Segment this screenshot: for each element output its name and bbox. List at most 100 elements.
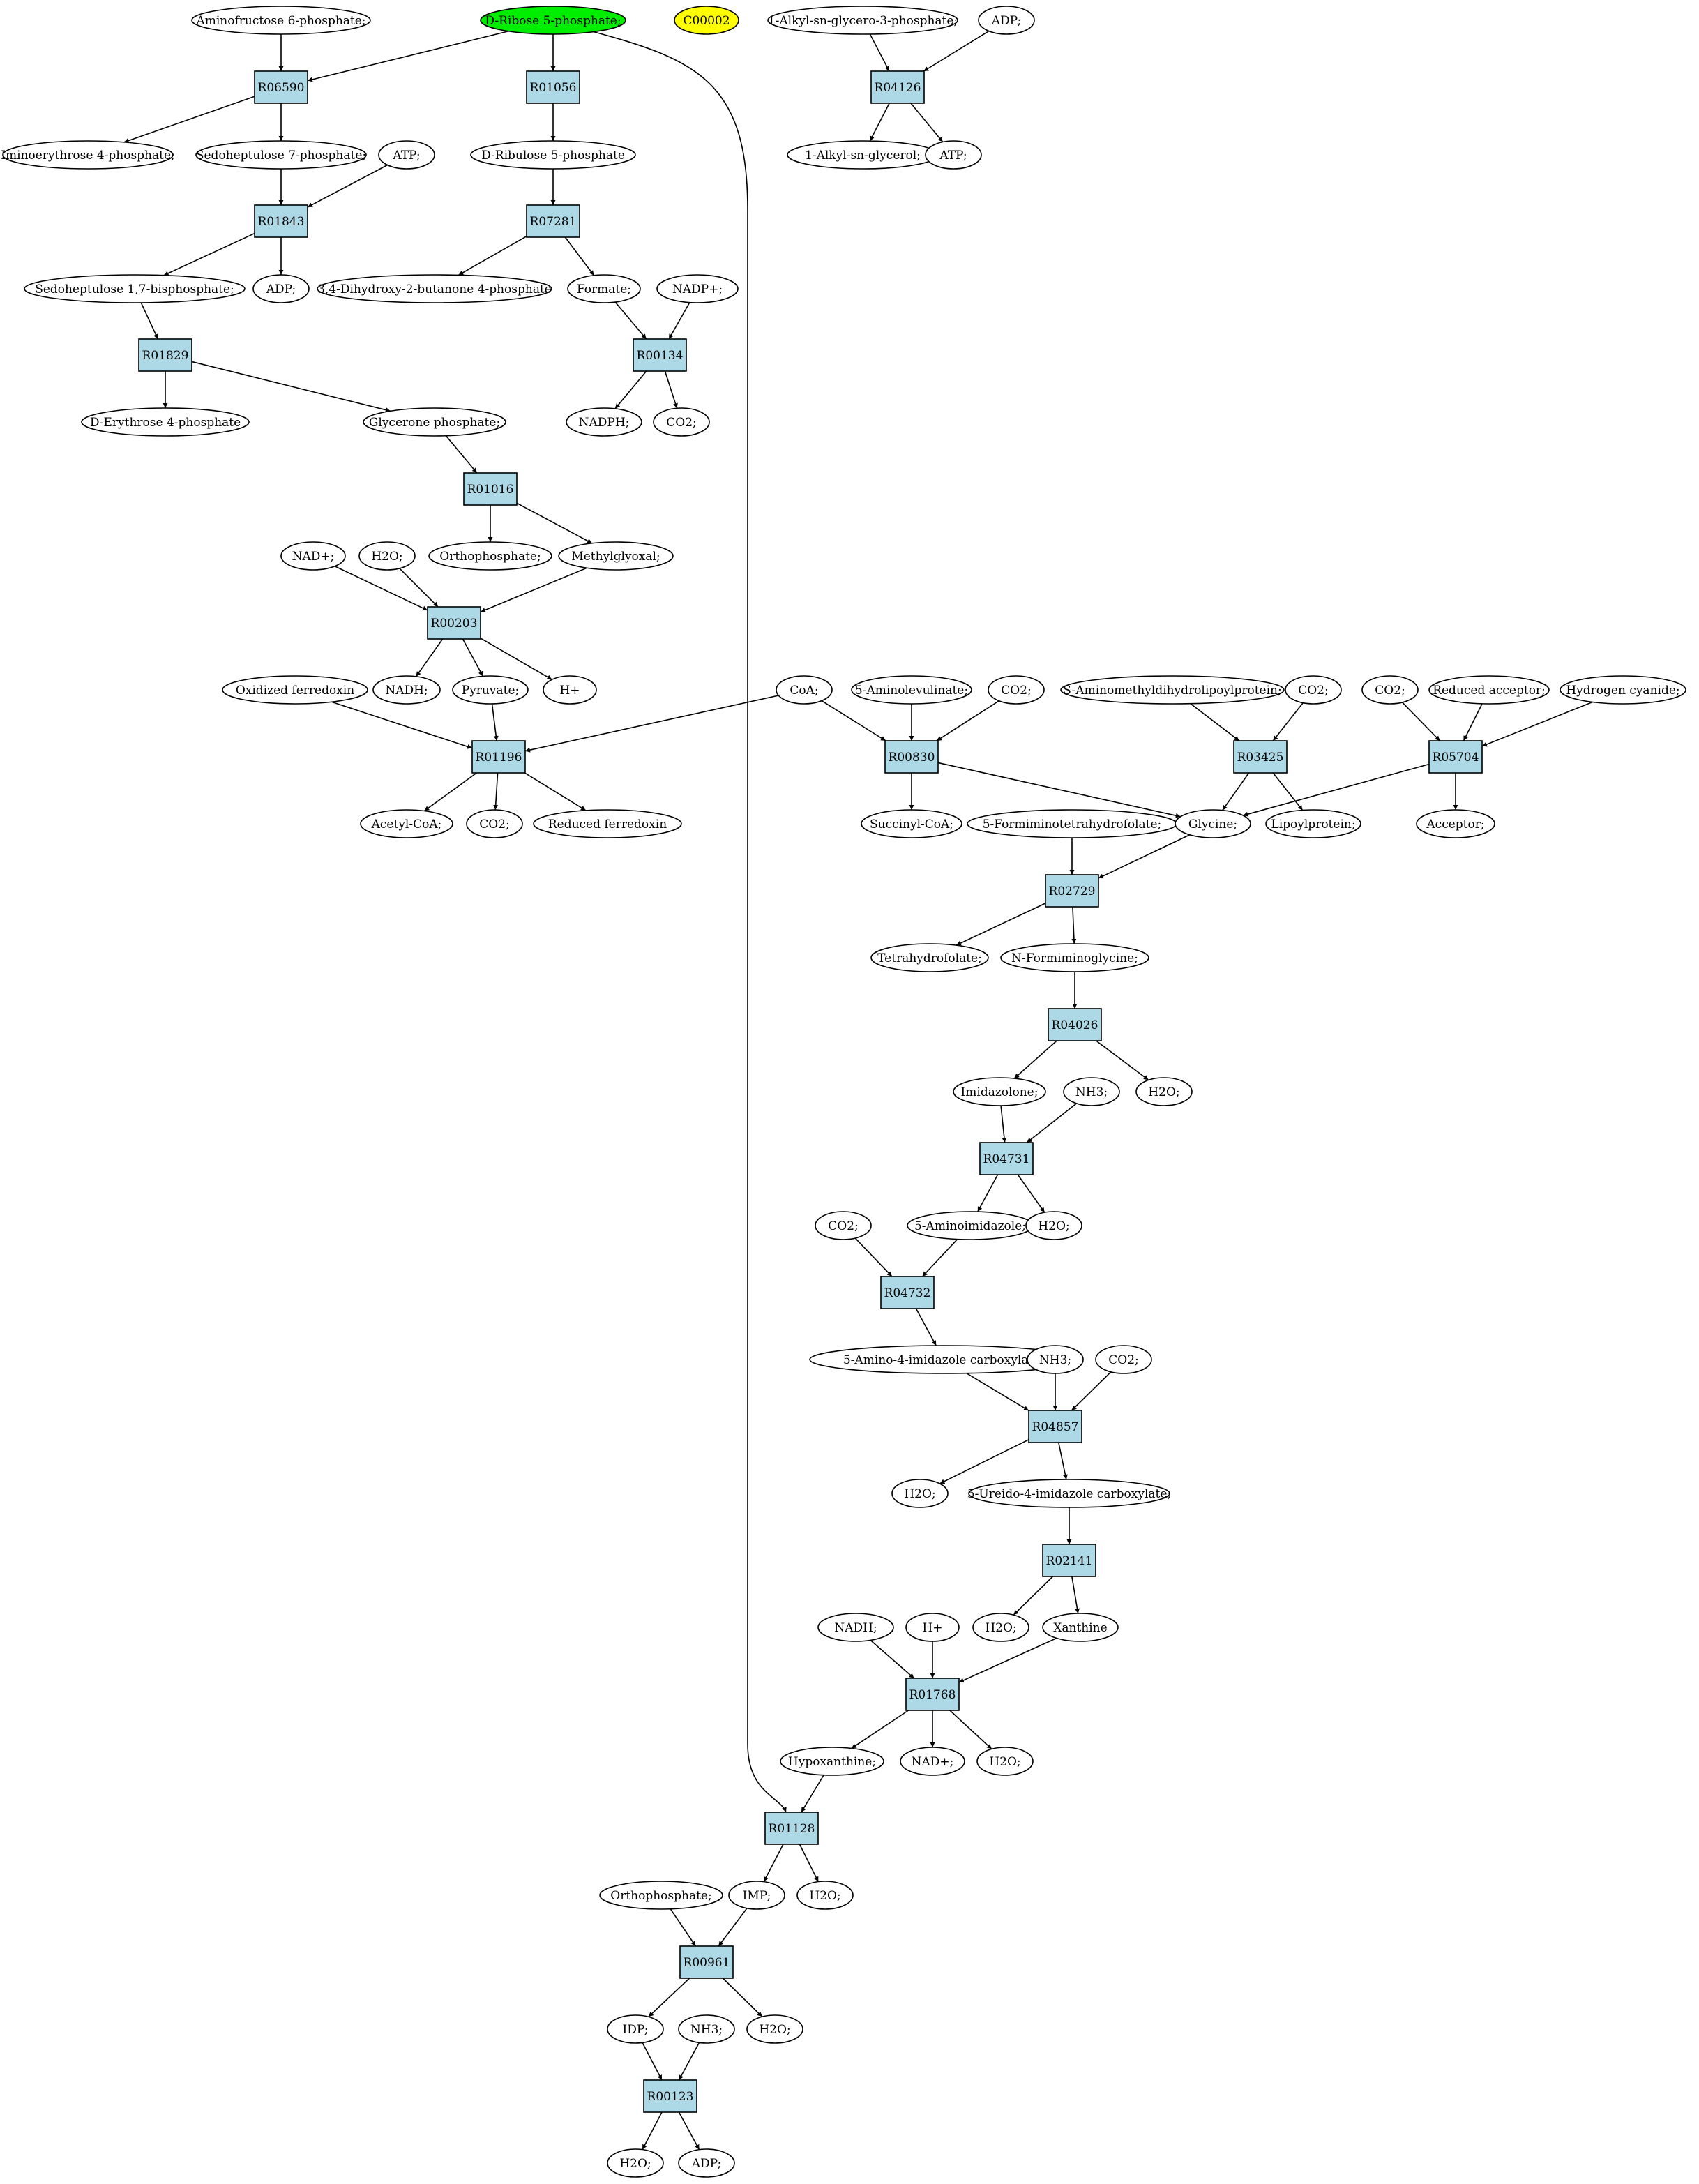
compound-ribose5p[interactable]: D-Ribose 5-phosphate; — [480, 6, 626, 35]
compound-thf[interactable]: Tetrahydrofolate; — [870, 943, 989, 972]
compound-formiminoglycine[interactable]: N-Formiminoglycine; — [1000, 943, 1149, 972]
reaction-r00830[interactable]: R00830 — [884, 740, 939, 774]
reaction-r01196[interactable]: R01196 — [471, 740, 526, 774]
reaction-r01016[interactable]: R01016 — [463, 472, 518, 506]
compound-co2_r03425[interactable]: CO2; — [1285, 675, 1342, 705]
compound-erythrose4p[interactable]: D-Erythrose 4-phosphate — [81, 407, 250, 437]
compound-co2_r01196[interactable]: CO2; — [466, 809, 523, 838]
compound-xanthine[interactable]: Xanthine — [1042, 1613, 1119, 1642]
compound-glycine[interactable]: Glycine; — [1175, 809, 1251, 838]
reaction-r02729[interactable]: R02729 — [1045, 874, 1099, 908]
compound-ribulose5p[interactable]: D-Ribulose 5-phosphate — [470, 140, 636, 170]
compound-h2o_r02141[interactable]: H2O; — [972, 1613, 1029, 1642]
compound-hplus_r01768[interactable]: H+ — [905, 1613, 960, 1642]
compound-label: H2O; — [985, 1621, 1016, 1635]
compound-nadh_r00203[interactable]: NADH; — [372, 675, 441, 705]
compound-alkylglycero3p[interactable]: 1-Alkyl-sn-glycero-3-phosphate; — [767, 6, 958, 35]
compound-c00002[interactable]: C00002 — [674, 6, 739, 35]
compound-glycerone[interactable]: Glycerone phosphate; — [363, 407, 506, 437]
compound-imp[interactable]: IMP; — [728, 1881, 785, 1910]
compound-aicarboxylate[interactable]: 5-Amino-4-imidazole carboxylate; — [809, 1345, 1078, 1374]
compound-aminofructose6p[interactable]: Aminofructose 6-phosphate; — [191, 6, 371, 35]
compound-co2_r00134[interactable]: CO2; — [653, 407, 710, 437]
reaction-r07281[interactable]: R07281 — [526, 204, 580, 238]
reaction-r01768[interactable]: R01768 — [905, 1678, 960, 1711]
compound-nad_r01768[interactable]: NAD+; — [900, 1747, 965, 1776]
compound-hcn[interactable]: Hydrogen cyanide; — [1560, 675, 1686, 705]
compound-idp[interactable]: IDP; — [607, 2014, 664, 2044]
compound-h2o_r04731[interactable]: H2O; — [1025, 1211, 1082, 1240]
compound-ellipse — [678, 2014, 735, 2044]
edge-hcn-to-r05704 — [1481, 701, 1593, 747]
reaction-r00123[interactable]: R00123 — [643, 2079, 697, 2113]
reaction-r02141[interactable]: R02141 — [1042, 1544, 1096, 1577]
compound-ellipse — [566, 407, 642, 437]
compound-coa[interactable]: CoA; — [776, 675, 833, 705]
compound-methylglyoxal[interactable]: Methylglyoxal; — [558, 541, 674, 571]
reaction-r00961[interactable]: R00961 — [679, 1945, 734, 1979]
compound-sedoheptulose7p[interactable]: Sedoheptulose 7-phosphate; — [195, 140, 367, 170]
reaction-r01843[interactable]: R01843 — [254, 204, 308, 238]
compound-lipoylprotein[interactable]: Lipoylprotein; — [1265, 809, 1361, 838]
compound-aminolevulinate[interactable]: 5-Aminolevulinate; — [851, 675, 972, 705]
compound-adp_r04126[interactable]: ADP; — [978, 6, 1035, 35]
compound-dihydroxybutanone[interactable]: 3,4-Dihydroxy-2-butanone 4-phosphate — [317, 274, 552, 303]
compound-oxferredoxin[interactable]: Oxidized ferredoxin — [222, 675, 368, 705]
compound-nad_r00203[interactable]: NAD+; — [280, 541, 346, 571]
compound-atp_r01843[interactable]: ATP; — [378, 140, 435, 170]
compound-nh3_r04857[interactable]: NH3; — [1027, 1345, 1084, 1374]
reaction-r01056[interactable]: R01056 — [526, 70, 580, 104]
reaction-r01128[interactable]: R01128 — [764, 1812, 819, 1845]
compound-nadph[interactable]: NADPH; — [566, 407, 642, 437]
compound-adp_r01843[interactable]: ADP; — [252, 274, 310, 303]
compound-orthophosphate_r01016[interactable]: Orthophosphate; — [428, 541, 552, 571]
compound-co2_r04857[interactable]: CO2; — [1095, 1345, 1152, 1374]
compound-redferredoxin[interactable]: Reduced ferredoxin — [533, 809, 682, 838]
reaction-r03425[interactable]: R03425 — [1233, 740, 1288, 774]
compound-h2o_r01128[interactable]: H2O; — [796, 1881, 854, 1910]
compound-uicarboxylate[interactable]: 5-Ureido-4-imidazole carboxylate; — [967, 1479, 1171, 1508]
reaction-r00134[interactable]: R00134 — [633, 338, 687, 372]
compound-formate[interactable]: Formate; — [567, 274, 641, 303]
compound-adp_r00123[interactable]: ADP; — [678, 2148, 735, 2178]
compound-h2o_r04857[interactable]: H2O; — [891, 1479, 949, 1508]
compound-acceptor[interactable]: Acceptor; — [1416, 809, 1495, 838]
reaction-r00203[interactable]: R00203 — [427, 606, 481, 640]
reaction-r04026[interactable]: R04026 — [1048, 1008, 1102, 1041]
compound-succinylcoa[interactable]: Succinyl-CoA; — [861, 809, 962, 838]
compound-co2_r05704[interactable]: CO2; — [1361, 675, 1419, 705]
reaction-r04731[interactable]: R04731 — [979, 1142, 1034, 1175]
compound-iminoerythrose[interactable]: Iminoerythrose 4-phosphate; — [1, 140, 175, 170]
compound-h2o_r04026[interactable]: H2O; — [1135, 1077, 1193, 1106]
compound-co2_r00830[interactable]: CO2; — [988, 675, 1045, 705]
compound-nadp[interactable]: NADP+; — [656, 274, 739, 303]
reaction-r06590[interactable]: R06590 — [254, 70, 308, 104]
compound-alkylglycerol[interactable]: 1-Alkyl-sn-glycerol; — [787, 140, 939, 170]
compound-hypoxanthine[interactable]: Hypoxanthine; — [780, 1747, 884, 1776]
reaction-r04732[interactable]: R04732 — [880, 1276, 935, 1309]
reaction-r01829[interactable]: R01829 — [138, 338, 192, 372]
compound-nh3_r04731[interactable]: NH3; — [1063, 1077, 1120, 1106]
compound-formiminothf[interactable]: 5-Formiminotetrahydrofolate; — [967, 809, 1177, 838]
compound-h2o_r00203[interactable]: H2O; — [358, 541, 416, 571]
compound-h2o_r00123[interactable]: H2O; — [607, 2148, 664, 2178]
compound-atp_r04126[interactable]: ATP; — [925, 140, 982, 170]
compound-co2_r04732[interactable]: CO2; — [815, 1211, 872, 1240]
compound-nadh_r01768[interactable]: NADH; — [817, 1613, 894, 1642]
compound-nh3_r00123[interactable]: NH3; — [678, 2014, 735, 2044]
compound-imidazolone[interactable]: Imidazolone; — [953, 1077, 1046, 1106]
compound-aminomethyldihydrolipoyl[interactable]: S-Aminomethyldihydrolipoylprotein; — [1060, 675, 1285, 705]
compound-aminoimidazole[interactable]: 5-Aminoimidazole; — [907, 1211, 1034, 1240]
compound-h2o_r00961[interactable]: H2O; — [746, 2014, 803, 2044]
compound-hplus_r00203[interactable]: H+ — [543, 675, 597, 705]
compound-redacceptor[interactable]: Reduced acceptor; — [1428, 675, 1550, 705]
compound-acetylcoa[interactable]: Acetyl-CoA; — [360, 809, 453, 838]
reaction-r04857[interactable]: R04857 — [1028, 1410, 1082, 1443]
reaction-r05704[interactable]: R05704 — [1428, 740, 1483, 774]
compound-h2o_r01768[interactable]: H2O; — [976, 1747, 1034, 1776]
compound-orthophosphate_r00961[interactable]: Orthophosphate; — [599, 1881, 723, 1910]
compound-sedoheptulose17bp[interactable]: Sedoheptulose 1,7-bisphosphate; — [24, 274, 246, 303]
compound-pyruvate[interactable]: Pyruvate; — [452, 675, 529, 705]
compound-label: CoA; — [790, 684, 818, 698]
reaction-r04126[interactable]: R04126 — [870, 70, 925, 104]
